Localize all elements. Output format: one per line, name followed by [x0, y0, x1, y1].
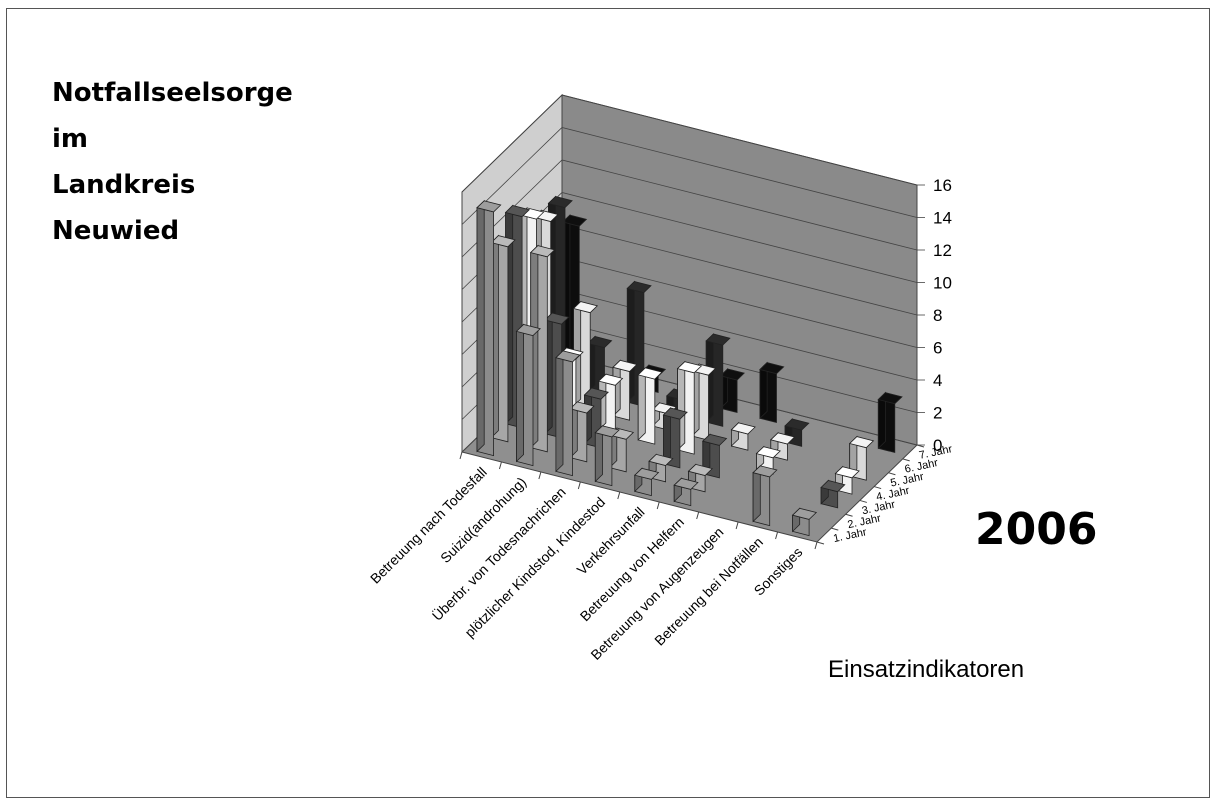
- z-tick-mark: [860, 500, 867, 502]
- y-tick-label: 4: [933, 371, 942, 390]
- y-tick-label: 10: [933, 274, 952, 293]
- x-tick-mark: [618, 492, 620, 499]
- y-tick-label: 6: [933, 339, 942, 358]
- y-tick-label: 14: [933, 209, 952, 228]
- footer-label: Einsatzindikatoren: [828, 656, 1024, 684]
- bar-side: [556, 351, 563, 472]
- y-tick-label: 2: [933, 404, 942, 423]
- bar-side: [638, 368, 645, 440]
- x-tick-mark: [499, 462, 501, 469]
- bar-side: [517, 325, 524, 462]
- y-tick-label: 16: [933, 176, 952, 195]
- x-tick-label: Suizid(androhung): [437, 474, 529, 566]
- x-tick-mark: [736, 522, 738, 529]
- z-tick-mark: [888, 473, 895, 475]
- x-tick-mark: [776, 532, 778, 539]
- y-tick-labels: 0 2 4 6 8 10 12 14 16: [917, 176, 952, 455]
- x-tick-mark: [815, 542, 817, 549]
- x-tick-mark: [539, 472, 541, 479]
- x-tick-mark: [657, 502, 659, 509]
- z-tick-mark: [831, 528, 838, 530]
- z-tick-mark: [846, 514, 853, 516]
- z-tick-mark: [874, 487, 881, 489]
- x-tick-mark: [460, 452, 462, 459]
- z-tick-mark: [817, 542, 824, 544]
- z-tick-mark: [903, 459, 910, 461]
- x-tick-mark: [578, 482, 580, 489]
- bar-side: [477, 201, 484, 452]
- y-tick-label: 8: [933, 306, 942, 325]
- x-tick-mark: [697, 512, 699, 519]
- year-label: 2006: [975, 504, 1097, 555]
- y-tick-label: 12: [933, 241, 952, 260]
